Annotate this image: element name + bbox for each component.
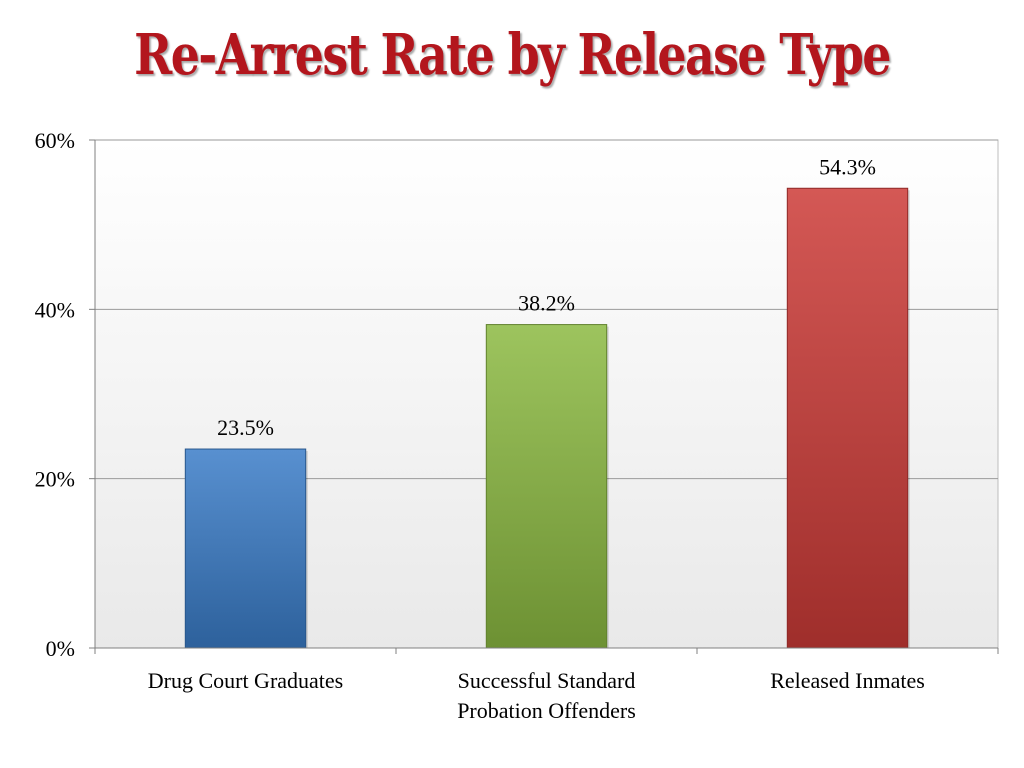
data-label: 23.5% — [217, 415, 274, 440]
x-category-label: Drug Court Graduates — [148, 668, 344, 693]
x-category-label: Released Inmates — [770, 668, 925, 693]
bar — [486, 325, 606, 648]
x-category-label: Probation Offenders — [457, 698, 636, 723]
y-tick-label: 0% — [46, 636, 75, 661]
bar — [787, 188, 907, 648]
data-label: 38.2% — [518, 291, 575, 316]
y-tick-label: 40% — [35, 297, 75, 322]
y-tick-label: 20% — [35, 467, 75, 492]
y-tick-label: 60% — [35, 128, 75, 153]
x-category-label: Successful Standard — [458, 668, 636, 693]
data-label: 54.3% — [819, 154, 876, 179]
bar — [185, 449, 305, 648]
